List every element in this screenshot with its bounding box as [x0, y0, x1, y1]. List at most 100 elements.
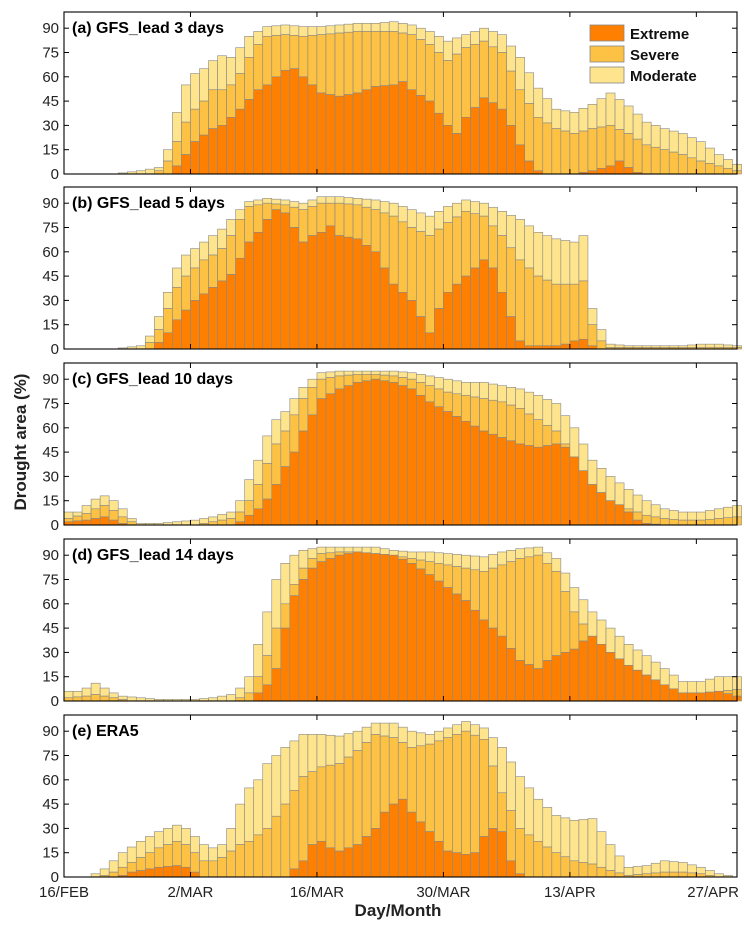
bar-severe [705, 163, 715, 175]
bar-severe [271, 815, 282, 878]
bar-moderate [235, 803, 245, 845]
bar-moderate [596, 98, 607, 128]
bar-extreme [452, 133, 462, 175]
bar-extreme [289, 595, 300, 702]
bar-extreme [271, 668, 282, 702]
y-tick-label: 45 [42, 620, 59, 637]
bar-severe [416, 382, 426, 396]
bar-extreme [379, 267, 390, 350]
bar-severe [560, 443, 571, 448]
bar-extreme [542, 445, 553, 526]
bar-severe [163, 160, 173, 175]
bar-extreme [226, 117, 236, 175]
y-tick-label: 45 [42, 268, 59, 285]
bar-extreme [181, 866, 191, 878]
bar-severe [117, 866, 128, 876]
bar-extreme [605, 500, 616, 526]
bar-severe [99, 505, 110, 518]
panel-a: 0 15 30 45 60 75 90 (a) GFS_lead 3 days [42, 11, 742, 183]
bar-moderate [659, 860, 670, 873]
bar-moderate [217, 55, 227, 91]
bar-extreme [443, 291, 453, 350]
bar-moderate [145, 168, 155, 175]
bar-severe [434, 388, 444, 408]
bar-extreme [334, 95, 345, 175]
bar-extreme [605, 165, 616, 175]
bar-extreme [425, 831, 435, 878]
legend: Extreme Severe Moderate [589, 24, 697, 85]
bar-extreme [533, 668, 544, 702]
panel-title: (b) GFS_lead 5 days [72, 195, 225, 212]
bar-severe [289, 790, 300, 870]
bar-moderate [280, 24, 291, 35]
bar-moderate [461, 382, 471, 396]
bar-severe [325, 552, 336, 559]
bar-extreme [696, 692, 706, 702]
bar-extreme [461, 275, 471, 350]
bar-moderate [244, 201, 255, 207]
bar-severe [235, 844, 245, 878]
bar-severe [632, 511, 643, 521]
bar-moderate [325, 196, 336, 204]
bar-extreme [425, 332, 435, 350]
bar-extreme [343, 94, 354, 175]
bar-severe [361, 374, 372, 382]
bar-moderate [632, 494, 643, 513]
bar-severe [307, 386, 318, 416]
bar-extreme [416, 395, 426, 526]
legend-swatch-moderate [589, 66, 625, 84]
bar-severe [388, 375, 399, 383]
bar-severe [659, 518, 670, 526]
bar-moderate [154, 831, 164, 849]
bar-moderate [641, 121, 652, 146]
bar-moderate [334, 546, 345, 553]
bar-moderate [235, 687, 245, 699]
bar-moderate [235, 209, 245, 220]
bar-severe [208, 860, 218, 878]
bar-moderate [90, 498, 101, 510]
bar-severe [406, 34, 417, 91]
bar-moderate [388, 370, 399, 377]
bar-severe [271, 35, 282, 78]
bar-severe [587, 128, 598, 172]
bar-moderate [479, 556, 489, 572]
bar-severe [370, 31, 381, 87]
bar-severe [641, 514, 652, 524]
bar-extreme [154, 342, 164, 350]
bar-severe [145, 342, 155, 350]
bar-extreme [515, 144, 526, 175]
bar-moderate [81, 505, 92, 514]
bar-extreme [289, 868, 300, 878]
bar-moderate [316, 196, 327, 204]
bar-severe [298, 776, 309, 862]
bar-moderate [533, 232, 544, 277]
bar-extreme [397, 385, 408, 526]
bar-severe [108, 510, 119, 521]
bar-severe [217, 519, 227, 526]
bar-severe [262, 828, 273, 878]
bar-moderate [352, 198, 363, 206]
bar-moderate [668, 861, 679, 873]
y-tick-label: 15 [42, 493, 59, 510]
bar-extreme [524, 445, 535, 526]
bar-severe [443, 222, 453, 293]
bar-moderate [416, 212, 426, 232]
bar-moderate [325, 546, 336, 554]
bar-severe [72, 696, 83, 702]
bar-severe [425, 235, 435, 334]
bar-severe [217, 89, 227, 126]
bar-moderate [696, 681, 706, 694]
bar-moderate [551, 558, 562, 572]
bar-moderate [217, 695, 227, 702]
bar-extreme [452, 593, 462, 702]
bar-extreme [650, 679, 661, 702]
bar-extreme [452, 283, 462, 350]
bar-severe [416, 231, 426, 317]
bar-severe [406, 747, 417, 813]
bar-severe [515, 828, 526, 875]
bar-severe [506, 810, 516, 862]
bar-moderate [677, 862, 688, 873]
bar-severe [181, 121, 191, 155]
bar-extreme [596, 492, 607, 526]
bar-extreme [434, 841, 444, 878]
